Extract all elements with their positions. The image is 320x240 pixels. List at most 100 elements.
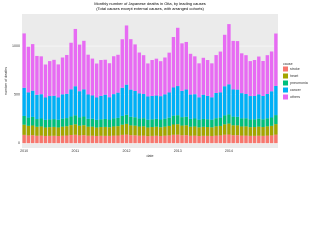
bar-segment <box>150 119 154 128</box>
bar-segment <box>248 119 252 128</box>
bar-segment <box>35 55 39 95</box>
bar-segment <box>35 119 39 127</box>
bar-segment <box>167 117 171 126</box>
bar-segment <box>201 135 206 144</box>
bar-segment <box>137 118 142 127</box>
bar-segment <box>274 134 278 144</box>
bar-segment <box>35 126 39 136</box>
bar-segment <box>116 126 120 136</box>
bar-segment <box>201 57 206 95</box>
bar-segment <box>197 97 201 120</box>
bar-segment <box>231 89 235 117</box>
bar-segment <box>73 124 78 135</box>
bar-segment <box>22 124 26 135</box>
bar-segment <box>52 95 56 120</box>
bar-segment <box>180 90 184 118</box>
legend-label: heart <box>290 74 298 78</box>
bar-segment <box>103 126 107 136</box>
bar-segment <box>82 116 86 126</box>
bar-segment <box>129 89 133 117</box>
bar-segment <box>218 51 223 93</box>
bar-segment <box>48 96 52 120</box>
bar-segment <box>188 126 193 136</box>
bar-segment <box>257 56 261 95</box>
bar-segment <box>22 134 26 144</box>
bar-segment <box>210 97 214 120</box>
legend-label: cancer <box>290 88 302 92</box>
bar-segment <box>48 127 52 136</box>
legend-swatch <box>283 94 288 100</box>
bar-segment <box>231 125 235 136</box>
bar-segment <box>69 42 73 90</box>
bar-segment <box>65 93 69 119</box>
bar-segment <box>188 135 193 144</box>
bar-segment <box>124 123 129 135</box>
bar-segment <box>210 119 214 128</box>
bar-segment <box>48 61 52 97</box>
bar-segment <box>146 119 150 128</box>
bar-segment <box>214 92 218 119</box>
bar-segment <box>197 127 201 136</box>
bar-segment <box>48 135 52 144</box>
bar-segment <box>269 91 274 118</box>
bar-segment <box>154 126 159 136</box>
bar-segment <box>163 57 167 95</box>
bar-segment <box>124 84 129 115</box>
bar-segment <box>188 118 193 127</box>
bar-segment <box>257 118 261 127</box>
bar-segment <box>39 135 43 144</box>
bar-segment <box>107 127 112 136</box>
bar-segment <box>99 119 103 128</box>
bar-segment <box>141 55 146 95</box>
bar-segment <box>52 135 56 144</box>
bar-segment <box>60 118 65 127</box>
bar-segment <box>73 86 78 116</box>
bar-segment <box>176 86 180 116</box>
bar-segment <box>65 118 69 127</box>
bar-segment <box>222 134 227 144</box>
bar-segment <box>120 39 124 88</box>
bar-segment <box>265 126 270 136</box>
bar-segment <box>77 44 82 92</box>
bar-segment <box>248 96 252 120</box>
bar-segment <box>56 135 60 144</box>
bar-segment <box>129 135 133 144</box>
bar-segment <box>90 95 95 119</box>
bar-segment <box>26 46 31 93</box>
bar-segment <box>77 135 82 144</box>
bar-segment <box>171 115 176 125</box>
bar-segment <box>252 119 257 128</box>
bar-segment <box>184 41 188 90</box>
bar-segment <box>112 126 116 136</box>
bar-segment <box>94 63 99 98</box>
bar-segment <box>171 37 176 88</box>
bar-segment <box>227 134 231 144</box>
bar-segment <box>197 63 201 98</box>
bar-segment <box>261 119 265 128</box>
bar-segment <box>94 135 99 144</box>
bar-segment <box>171 134 176 144</box>
bar-segment <box>26 135 31 144</box>
bar-segment <box>77 125 82 136</box>
bar-segment <box>193 126 197 136</box>
bar-segment <box>252 95 257 120</box>
x-tick-label: 2011 <box>71 149 79 153</box>
bar-segment <box>180 135 184 144</box>
bar-segment <box>235 135 240 144</box>
bar-segment <box>248 135 252 144</box>
bar-segment <box>167 92 171 118</box>
bar-segment <box>180 117 184 126</box>
bar-segment <box>265 94 270 119</box>
bar-segment <box>56 127 60 136</box>
bar-segment <box>43 127 48 136</box>
bar-segment <box>252 127 257 136</box>
bar-segment <box>235 116 240 126</box>
bar-segment <box>129 125 133 136</box>
bar-segment <box>184 125 188 136</box>
bar-segment <box>193 118 197 127</box>
bar-segment <box>261 95 265 120</box>
bar-segment <box>94 127 99 136</box>
bar-segment <box>43 97 48 120</box>
bar-segment <box>116 117 120 127</box>
bar-segment <box>231 116 235 126</box>
